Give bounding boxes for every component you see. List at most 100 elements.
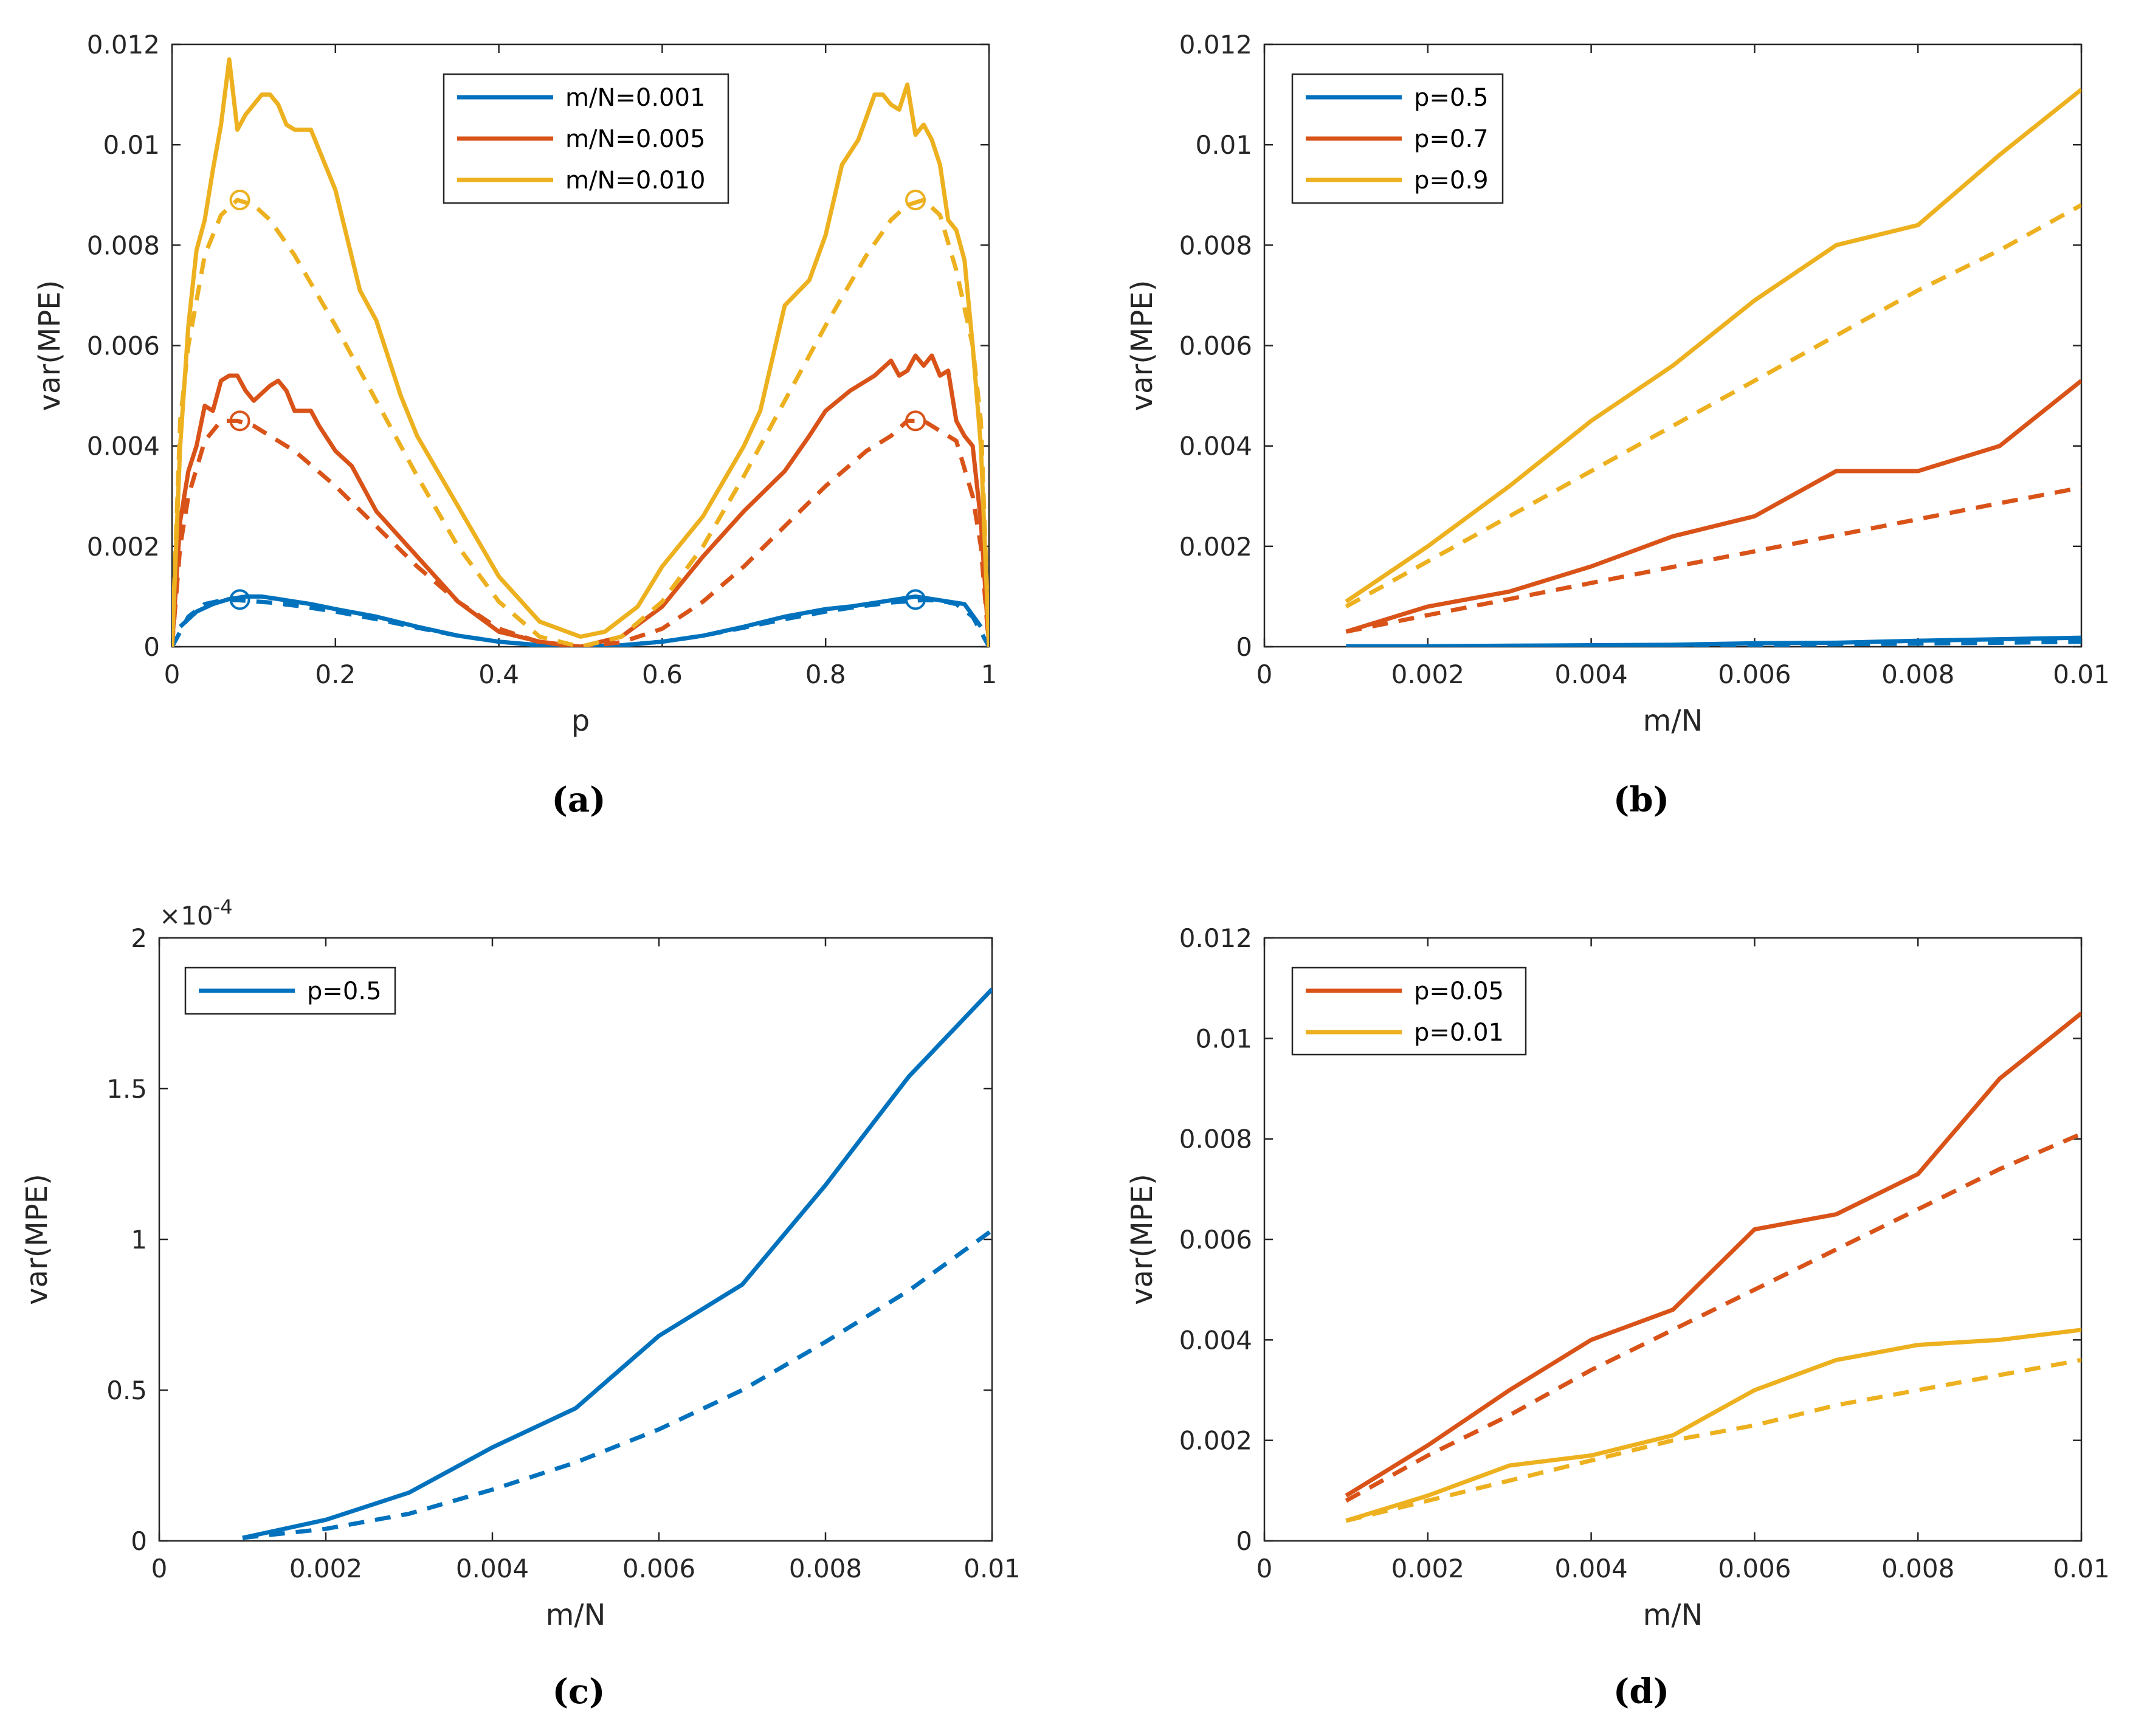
- legend-label: p=0.05: [1414, 977, 1504, 1005]
- panel-label: (b): [1613, 780, 1669, 820]
- y-tick-label: 0.012: [87, 30, 160, 60]
- series-line-p-0-7-theory: [1345, 485, 2081, 634]
- x-tick-label: 0.006: [1718, 1554, 1791, 1583]
- x-tick-label: 0.8: [805, 660, 846, 689]
- plot-area: [242, 987, 992, 1540]
- series-line-p-0-7: [1345, 379, 2081, 634]
- y-axis-label: var(MPE): [33, 280, 67, 412]
- y-tick-label: 0.006: [1179, 331, 1252, 361]
- legend-box: [1291, 966, 1527, 1056]
- panel-label: (c): [552, 1672, 605, 1712]
- x-tick-label: 0.008: [1881, 660, 1954, 689]
- x-tick-label: 0.4: [478, 660, 519, 689]
- legend-label: m/N=0.001: [565, 84, 705, 112]
- plot-area: [172, 57, 989, 647]
- marker-circle: [229, 589, 250, 610]
- x-axis-label: m/N: [1643, 1598, 1703, 1632]
- series-line-p-0-5: [242, 987, 992, 1540]
- legend-label: p=0.5: [307, 977, 382, 1005]
- legend: p=0.05 p=0.01: [1291, 966, 1527, 1056]
- series-line-m-n-0-010: [172, 57, 989, 647]
- y-tick-label: 0: [1236, 1526, 1252, 1556]
- marker-circle: [905, 190, 926, 211]
- marker-circle: [229, 410, 250, 432]
- x-tick-label: 0.01: [2053, 660, 2110, 689]
- series-line-p-0-05: [1345, 1011, 2081, 1498]
- x-tick-label: 0.002: [1391, 660, 1464, 689]
- y-multiplier-exponent: -4: [213, 895, 233, 918]
- panel-label: (d): [1613, 1672, 1669, 1712]
- y-tick-label: 0: [131, 1526, 147, 1556]
- y-tick-label: 1.5: [106, 1074, 147, 1104]
- axes-box: [158, 937, 993, 1542]
- y-tick-label: 0.008: [1179, 230, 1252, 260]
- y-axis-label: var(MPE): [1125, 280, 1159, 412]
- marker-circle: [905, 589, 926, 610]
- y-tick-label: 0.002: [1179, 532, 1252, 562]
- y-tick-label: 0.004: [1179, 1325, 1252, 1355]
- x-tick-label: 1: [981, 660, 998, 689]
- x-tick-label: 0.004: [1554, 1554, 1627, 1583]
- chart-c: 0 0.002 0.004 0.006 0.008 0.01 0 0.5 1 1.5 2 ×10-4 m…: [20, 895, 1021, 1712]
- x-tick-label: 0: [1256, 660, 1273, 689]
- y-tick-label: 1: [131, 1225, 147, 1255]
- series-line-p-0-05-theory: [1345, 1132, 2081, 1503]
- series-line-p-0-5-theory: [242, 1228, 992, 1540]
- y-tick-label: 0: [143, 632, 160, 662]
- y-tick-label: 0.002: [1179, 1426, 1252, 1456]
- x-tick-label: 0: [151, 1554, 168, 1583]
- series-line-m-n-0-005-theory: [172, 418, 989, 647]
- series-line-m-n-0-010-theory: [172, 198, 989, 647]
- y-tick-label: 0.004: [1179, 432, 1252, 461]
- legend: p=0.5 p=0.7 p=0.9: [1291, 73, 1504, 204]
- legend-label: p=0.9: [1414, 167, 1489, 195]
- plot-area: [1345, 88, 2081, 647]
- x-tick-label: 0.01: [963, 1554, 1021, 1583]
- x-tick-label: 0.2: [315, 660, 356, 689]
- series-line-p-0-9-theory: [1345, 203, 2081, 608]
- y-tick-label: 0.01: [103, 130, 160, 160]
- x-tick-label: 0.002: [1391, 1554, 1464, 1583]
- y-axis-label: var(MPE): [1125, 1174, 1159, 1305]
- chart-b: 0 0.002 0.004 0.006 0.008 0.01 0 0.002 0.004 0.00…: [1125, 30, 2110, 820]
- x-tick-label: 0.006: [622, 1554, 695, 1583]
- x-tick-label: 0.004: [456, 1554, 529, 1583]
- y-tick-label: 0.008: [1179, 1125, 1252, 1154]
- legend: p=0.5: [184, 966, 396, 1015]
- legend-label: m/N=0.005: [565, 125, 705, 153]
- x-tick-label: 0.008: [1881, 1554, 1954, 1583]
- x-tick-label: 0.008: [789, 1554, 862, 1583]
- x-axis-label: m/N: [546, 1598, 606, 1632]
- chart-d: 0 0.002 0.004 0.006 0.008 0.01 0 0.002 0.004 0.00…: [1125, 923, 2110, 1712]
- x-axis-label: p: [571, 704, 590, 738]
- plot-area: [1345, 1011, 2081, 1523]
- series-line-m-n-0-001: [179, 594, 983, 647]
- marker-circle: [905, 410, 926, 432]
- y-tick-label: 0.5: [106, 1376, 147, 1405]
- y-tick-label: 0.006: [87, 331, 160, 361]
- x-tick-label: 0.01: [2053, 1554, 2110, 1583]
- legend-label: p=0.5: [1414, 84, 1489, 112]
- legend-label: p=0.7: [1414, 125, 1489, 153]
- marker-circle: [229, 190, 250, 211]
- y-tick-label: 0: [1236, 632, 1252, 662]
- y-tick-label: 0.01: [1195, 1024, 1252, 1053]
- series-line-p-0-01-theory: [1345, 1357, 2081, 1523]
- series-line-p-0-9: [1345, 88, 2081, 604]
- x-tick-label: 0: [1256, 1554, 1273, 1583]
- y-tick-label: 0.01: [1195, 130, 1252, 160]
- y-tick-label: 0.004: [87, 432, 160, 461]
- legend: m/N=0.001 m/N=0.005 m/N=0.010: [443, 73, 729, 204]
- y-multiplier: ×10-4: [159, 895, 233, 931]
- y-tick-label: 0.006: [1179, 1225, 1252, 1255]
- chart-a: 0 0.2 0.4 0.6 0.8 1 0 0.002 0.004 0.006 0.008 0.01 0…: [33, 30, 997, 820]
- y-tick-label: 2: [131, 923, 147, 953]
- y-tick-label: 0.002: [87, 532, 160, 562]
- y-tick-label: 0.012: [1179, 30, 1252, 60]
- panel-label: (a): [551, 780, 605, 820]
- y-tick-label: 0.008: [87, 230, 160, 260]
- legend-label: p=0.01: [1414, 1019, 1504, 1047]
- y-tick-label: 0.012: [1179, 923, 1252, 953]
- x-tick-label: 0.006: [1718, 660, 1791, 689]
